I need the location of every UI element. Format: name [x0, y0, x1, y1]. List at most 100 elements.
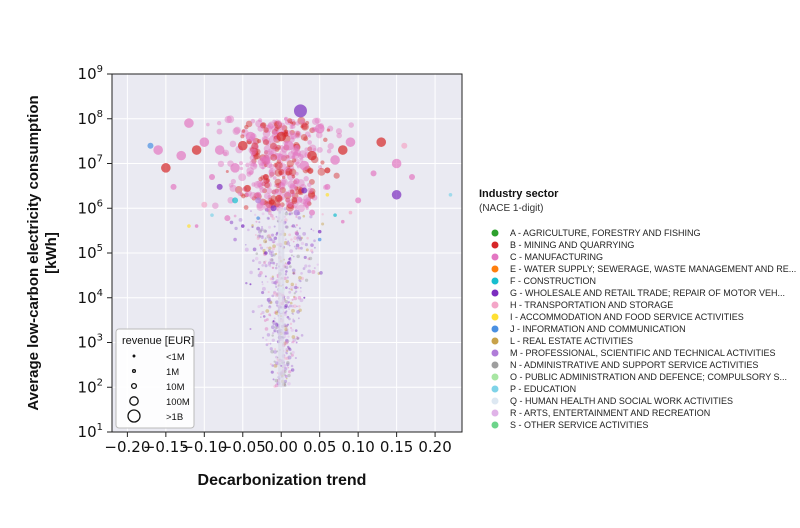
- x-tick-label: 0.05: [303, 438, 336, 456]
- cloud-point: [296, 337, 299, 340]
- sector-legend-label: L - REAL ESTATE ACTIVITIES: [510, 336, 633, 346]
- sector-legend-marker: [491, 421, 499, 429]
- cloud-point: [266, 216, 270, 220]
- cloud-point: [292, 145, 300, 153]
- cloud-point: [245, 190, 252, 197]
- cloud-point: [290, 353, 294, 357]
- data-point-c: [409, 173, 415, 180]
- size-legend-label: 10M: [166, 382, 185, 393]
- cloud-point: [276, 350, 279, 353]
- cloud-point: [273, 236, 278, 241]
- cloud-point: [287, 180, 296, 189]
- cloud-point: [308, 191, 316, 200]
- sector-legend-marker: [491, 409, 499, 417]
- cloud-point: [274, 161, 283, 170]
- cloud-point: [266, 210, 269, 213]
- cloud-point: [285, 338, 289, 342]
- cloud-point: [271, 129, 278, 135]
- data-point-c: [293, 178, 300, 185]
- cloud-point: [311, 251, 314, 254]
- data-point-f: [232, 197, 239, 204]
- cloud-point: [276, 144, 281, 150]
- data-point-b: [161, 163, 171, 173]
- cloud-point: [257, 139, 262, 144]
- cloud-point: [274, 293, 279, 298]
- cloud-point: [275, 361, 279, 366]
- cloud-point: [280, 155, 287, 162]
- cloud-point: [292, 151, 299, 157]
- cloud-point: [287, 164, 295, 172]
- cloud-point: [290, 147, 299, 156]
- cloud-point: [298, 237, 303, 241]
- cloud-point: [291, 308, 295, 313]
- cloud-point: [311, 194, 318, 201]
- cloud-point: [284, 340, 289, 345]
- cloud-point: [261, 225, 264, 229]
- data-point-g: [270, 205, 277, 212]
- cloud-point: [296, 286, 299, 289]
- data-point-c: [284, 140, 294, 151]
- cloud-point: [326, 148, 332, 154]
- cloud-point: [275, 285, 278, 289]
- cloud-point: [290, 238, 293, 241]
- cloud-point: [285, 197, 291, 203]
- data-point-c: [194, 224, 199, 228]
- cloud-point: [294, 230, 299, 235]
- cloud-point: [260, 304, 263, 307]
- sector-legend-marker: [491, 253, 499, 261]
- cloud-point: [262, 129, 271, 138]
- cloud-point: [287, 172, 295, 181]
- cloud-point: [335, 128, 343, 135]
- cloud-point: [257, 182, 263, 188]
- data-point-m: [293, 209, 300, 216]
- cloud-point: [271, 364, 275, 367]
- sector-legend-label: M - PROFESSIONAL, SCIENTIFIC AND TECHNIC…: [510, 348, 776, 358]
- cloud-point: [270, 153, 278, 161]
- cloud-point: [285, 349, 289, 353]
- cloud-point: [263, 200, 269, 206]
- cloud-point: [300, 198, 306, 205]
- cloud-point: [286, 296, 290, 300]
- cloud-point: [285, 197, 291, 203]
- cloud-point: [293, 142, 300, 149]
- cloud-point: [284, 367, 287, 370]
- cloud-point: [251, 310, 255, 314]
- cloud-point: [258, 230, 262, 234]
- data-point-b: [376, 137, 387, 147]
- cloud-point: [288, 304, 292, 308]
- cloud-point: [269, 265, 272, 268]
- cloud-point: [284, 212, 289, 216]
- cloud-point: [265, 199, 270, 204]
- data-point-h: [348, 210, 353, 215]
- cloud-point: [268, 163, 275, 170]
- data-point-g: [216, 183, 223, 190]
- cloud-point: [301, 122, 309, 131]
- cloud-point: [284, 119, 291, 125]
- cloud-point: [233, 126, 241, 134]
- cloud-point: [253, 180, 262, 189]
- cloud-point: [289, 183, 296, 190]
- cloud-point: [273, 330, 276, 333]
- data-point-m: [287, 301, 290, 304]
- size-legend-label: 100M: [166, 397, 190, 408]
- cloud-point: [289, 301, 293, 305]
- cloud-point: [313, 246, 316, 249]
- cloud-point: [276, 292, 279, 295]
- cloud-point: [285, 310, 288, 313]
- cloud-point: [273, 311, 277, 315]
- cloud-point: [269, 236, 272, 239]
- cloud-point: [299, 119, 305, 124]
- cloud-point: [275, 280, 277, 283]
- cloud-point: [307, 146, 313, 152]
- cloud-point: [251, 224, 254, 227]
- cloud-point: [296, 335, 298, 338]
- cloud-point: [285, 305, 288, 308]
- cloud-point: [283, 312, 288, 317]
- data-point-h: [201, 201, 208, 208]
- cloud-point: [271, 332, 275, 335]
- cloud-point: [305, 197, 312, 203]
- cloud-point: [299, 290, 302, 293]
- size-legend-marker: [132, 354, 136, 358]
- cloud-point: [298, 238, 302, 242]
- cloud-point: [307, 187, 314, 194]
